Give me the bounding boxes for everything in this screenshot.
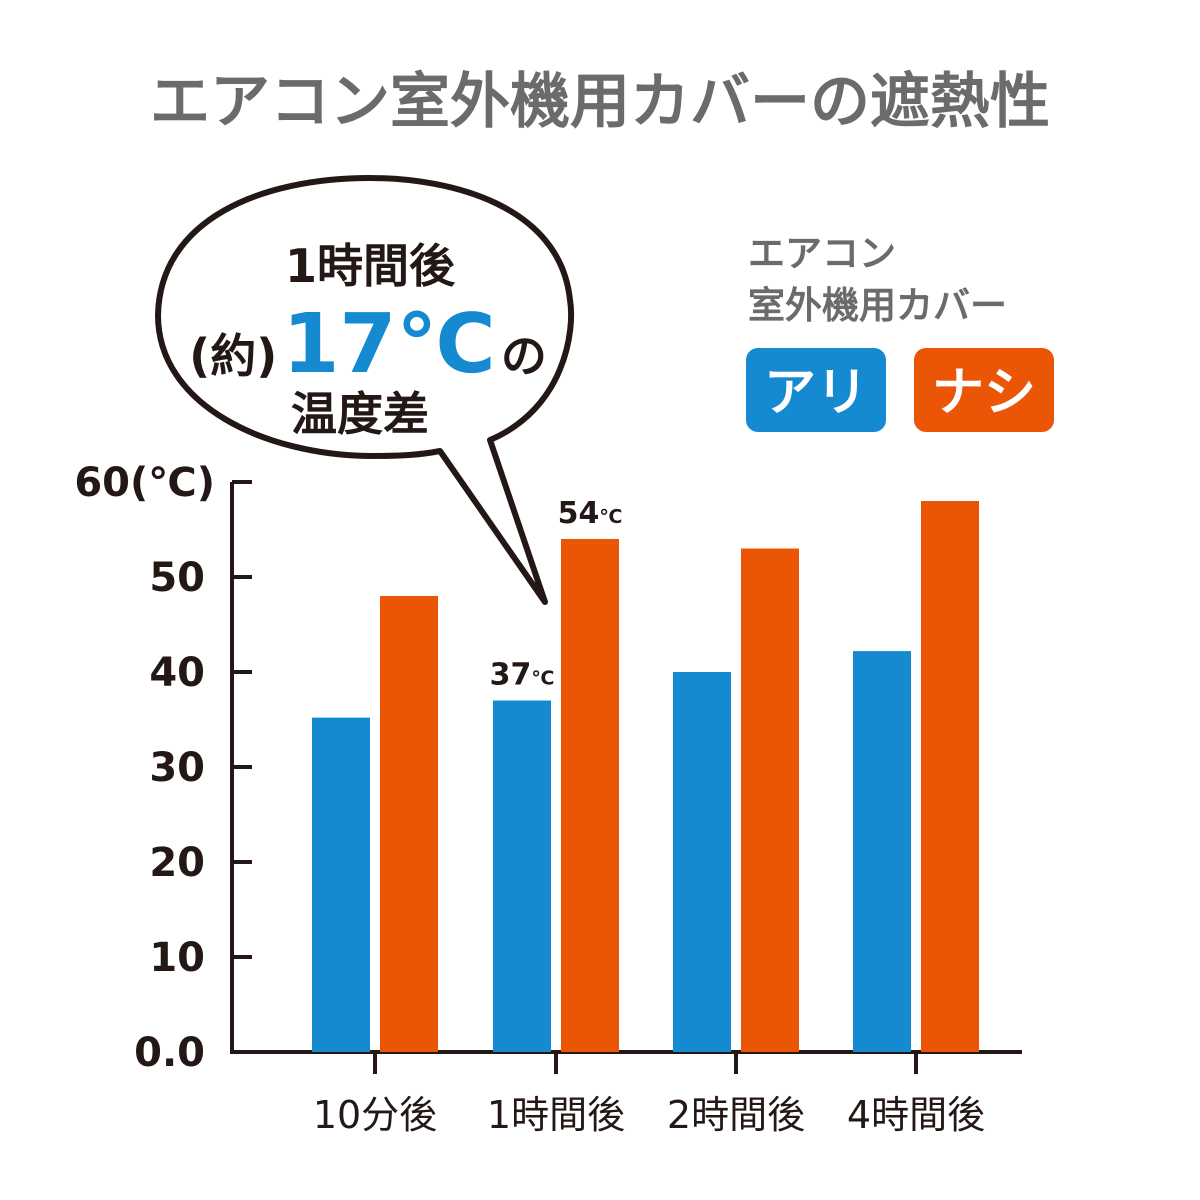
chart-title: エアコン室外機用カバーの遮熱性 bbox=[150, 67, 1050, 137]
data-label-unit: ℃ bbox=[599, 506, 622, 528]
annotation-bubble: 1時間後 (約) 17℃ の 温度差 bbox=[155, 175, 575, 605]
x-tick-label: 1時間後 bbox=[487, 1093, 625, 1137]
data-label: 54℃ bbox=[558, 496, 623, 531]
legend-label-with-cover: アリ bbox=[764, 363, 868, 423]
y-tick-label: 0.0 bbox=[134, 1030, 205, 1076]
annotation-line2: (約) 17℃ の bbox=[189, 297, 547, 392]
data-label: 37℃ bbox=[490, 658, 555, 693]
data-labels: 37℃54℃ bbox=[490, 496, 623, 693]
data-label-value: 37 bbox=[490, 658, 532, 693]
y-tick-label: 60(℃) bbox=[74, 460, 215, 506]
data-label-unit: ℃ bbox=[531, 668, 554, 690]
annotation-prefix: (約) bbox=[189, 329, 277, 383]
bars bbox=[312, 501, 979, 1052]
y-tick-label: 50 bbox=[149, 555, 205, 601]
x-tick-label: 10分後 bbox=[313, 1093, 437, 1137]
data-label-value: 54 bbox=[558, 496, 600, 531]
x-tick-label: 4時間後 bbox=[847, 1093, 985, 1137]
y-ticks: 0.0 10 20 30 40 50 60(℃) bbox=[74, 460, 252, 1076]
legend-title-line2: 室外機用カバー bbox=[748, 284, 1007, 327]
annotation-suffix: の bbox=[501, 329, 547, 383]
bar-without-cover bbox=[741, 548, 799, 1052]
annotation-line3: 温度差 bbox=[291, 387, 429, 441]
y-tick-label: 40 bbox=[149, 650, 205, 696]
bar-with-cover bbox=[493, 700, 551, 1052]
legend-swatch-without-cover bbox=[914, 348, 1054, 432]
y-tick-label: 20 bbox=[149, 840, 205, 886]
bar-with-cover bbox=[312, 717, 370, 1052]
x-tick-label: 2時間後 bbox=[667, 1093, 805, 1137]
legend-title-line1: エアコン bbox=[748, 232, 896, 275]
annotation-line1: 1時間後 bbox=[285, 239, 456, 293]
bar-with-cover bbox=[853, 651, 911, 1052]
bar-without-cover bbox=[380, 596, 438, 1052]
legend-swatch-with-cover bbox=[746, 348, 886, 432]
x-ticks: 10分後 1時間後 2時間後 4時間後 bbox=[313, 1052, 985, 1137]
annotation-bubble-shape bbox=[155, 175, 575, 605]
y-tick-label: 30 bbox=[149, 745, 205, 791]
y-tick-label: 10 bbox=[149, 935, 205, 981]
bar-without-cover bbox=[561, 539, 619, 1052]
bar-without-cover bbox=[921, 501, 979, 1052]
legend-label-without-cover: ナシ bbox=[932, 363, 1036, 423]
legend: エアコン 室外機用カバー アリ ナシ bbox=[746, 232, 1054, 432]
annotation-highlight: 17℃ bbox=[282, 297, 495, 392]
bar-with-cover bbox=[673, 672, 731, 1052]
